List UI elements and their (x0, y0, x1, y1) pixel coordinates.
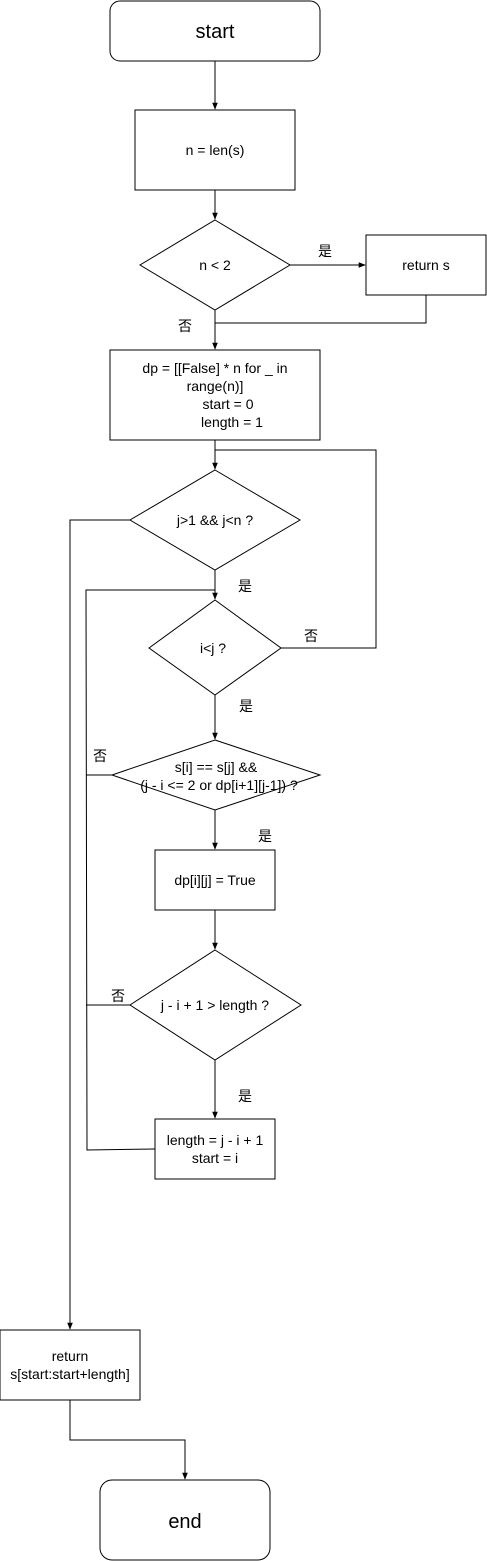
set-dp-label: dp[i][j] = True (174, 872, 256, 888)
label-cond-j-yes: 是 (238, 579, 252, 595)
node-update: length = j - i + 1 start = i (154, 1118, 276, 1180)
node-init: dp = [[False] * n for _ in range(n)] sta… (109, 349, 321, 441)
node-cond-n-lt-2: n < 2 (139, 219, 291, 311)
edge-return-to-end (69, 1400, 188, 1480)
node-end: end (99, 1479, 271, 1561)
label-i-lt-j-no: 否 (304, 629, 318, 645)
label-n-lt-2-yes: 是 (318, 244, 332, 260)
cond-j-label: j>1 && j<n ? (176, 512, 253, 528)
init-line-2: range(n)] (187, 378, 244, 394)
node-return-s: return s (365, 234, 487, 296)
edge-i-lt-j-no-loop (215, 449, 377, 649)
node-cond-palindrome: s[i] == s[j] && (j - i <= 2 or dp[i+1][j… (110, 739, 322, 811)
cond-palin-line-1: s[i] == s[j] && (175, 759, 258, 775)
node-cond-i-lt-j: i<j ? (148, 599, 282, 696)
return-sub-line-2: s[start:start+length] (10, 1366, 129, 1382)
node-cond-j: j>1 && j<n ? (129, 469, 301, 571)
n-assign-label: n = len(s) (186, 142, 245, 158)
init-line-4: length = 1 (201, 414, 263, 430)
node-return-substring: return s[start:start+length] (0, 1329, 141, 1401)
node-start: start (109, 0, 321, 62)
node-set-dp: dp[i][j] = True (154, 849, 276, 911)
edge-cond-j-no-to-return (67, 519, 130, 1330)
end-label: end (168, 1511, 201, 1533)
return-sub-line-1: return (52, 1348, 89, 1364)
edge-return-s-merge (215, 295, 427, 324)
label-n-lt-2-no: 否 (178, 319, 192, 335)
start-label: start (196, 21, 235, 43)
label-i-lt-j-yes: 是 (239, 699, 253, 715)
cond-palin-line-2: (j - i <= 2 or dp[i+1][j-1]) ? (140, 777, 298, 793)
update-line-1: length = j - i + 1 (167, 1132, 264, 1148)
node-cond-length: j - i + 1 > length ? (129, 949, 302, 1061)
label-palin-no: 否 (93, 749, 107, 765)
edges (67, 61, 427, 1480)
init-line-1: dp = [[False] * n for _ in (142, 360, 287, 376)
cond-i-lt-j-label: i<j ? (200, 640, 226, 656)
return-s-label: return s (402, 257, 449, 273)
label-len-no: 否 (111, 989, 125, 1005)
init-line-3: start = 0 (203, 396, 254, 412)
edge-labels: 是 否 是 否 是 否 是 否 是 (93, 244, 332, 1105)
update-line-2: start = i (192, 1150, 238, 1166)
label-len-yes: 是 (238, 1089, 252, 1105)
cond-length-label: j - i + 1 > length ? (160, 997, 269, 1013)
label-palin-yes: 是 (258, 829, 272, 845)
node-n-assign: n = len(s) (134, 109, 296, 191)
edge-inner-loop-back (85, 589, 215, 1151)
cond-n-lt-2-label: n < 2 (199, 257, 231, 273)
